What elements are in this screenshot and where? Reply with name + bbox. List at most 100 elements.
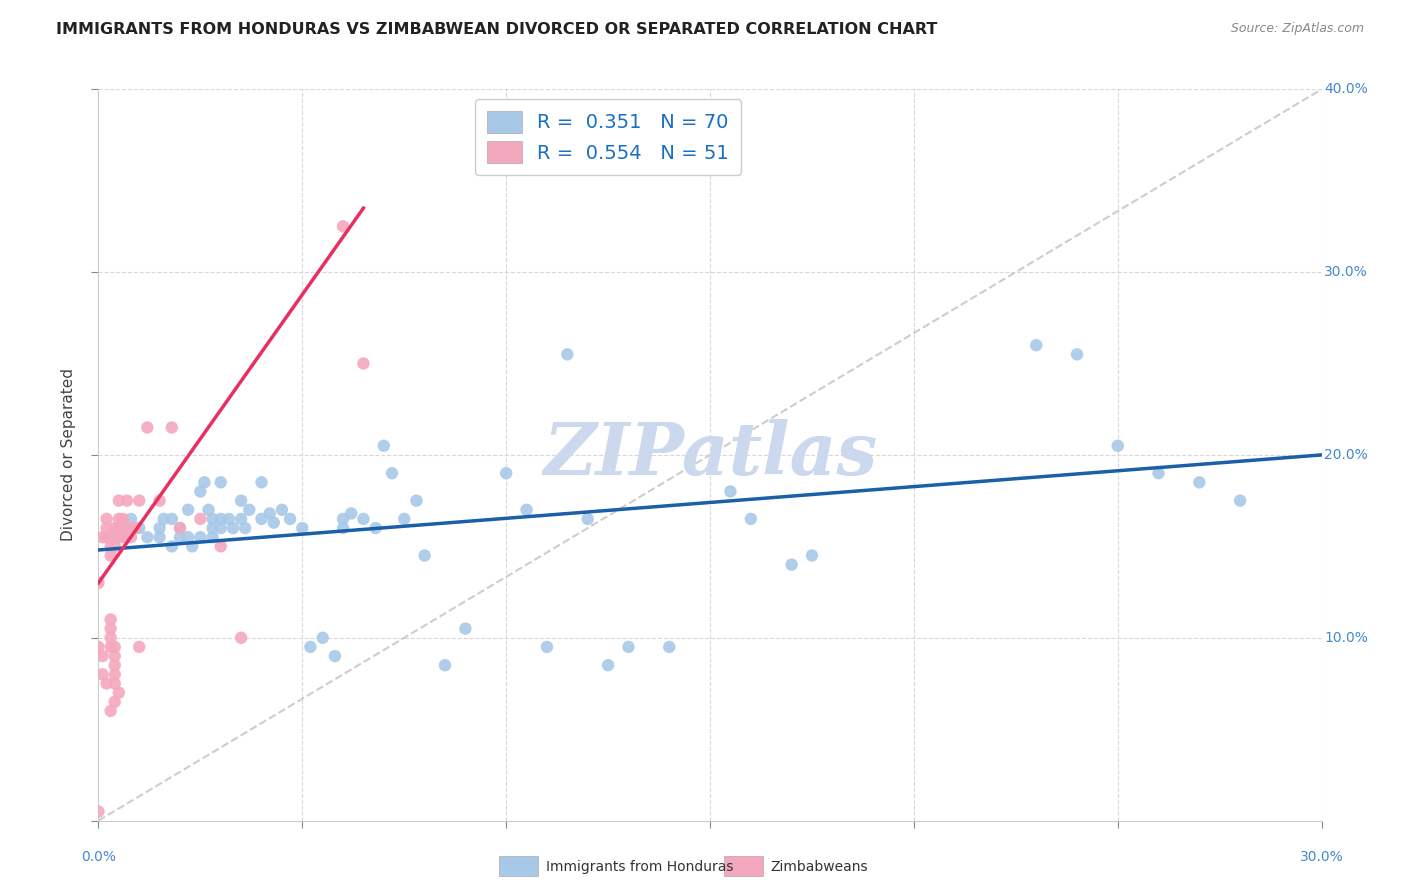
Point <box>120 530 142 544</box>
Point <box>233 521 256 535</box>
Point <box>454 622 477 636</box>
Point <box>1188 475 1211 490</box>
Point <box>201 512 224 526</box>
Point <box>231 493 253 508</box>
Point <box>104 649 127 664</box>
Legend: R =  0.351   N = 70, R =  0.554   N = 51: R = 0.351 N = 70, R = 0.554 N = 51 <box>475 99 741 175</box>
Point <box>100 704 122 718</box>
Point <box>576 512 599 526</box>
Point <box>104 658 127 673</box>
Point <box>100 613 122 627</box>
Point <box>115 521 138 535</box>
Point <box>536 640 558 654</box>
Point <box>209 539 232 553</box>
Point <box>352 512 374 526</box>
Point <box>104 640 127 654</box>
Point <box>87 640 110 654</box>
Text: 40.0%: 40.0% <box>1324 82 1368 96</box>
Point <box>555 347 579 361</box>
Point <box>434 658 457 673</box>
Point <box>96 512 118 526</box>
Text: 0.0%: 0.0% <box>82 850 115 863</box>
Point <box>250 512 273 526</box>
Point <box>87 576 110 591</box>
Point <box>1025 338 1047 352</box>
Point <box>96 521 118 535</box>
Point <box>111 512 134 526</box>
Point <box>104 667 127 681</box>
Point <box>128 640 150 654</box>
Point <box>104 676 127 690</box>
Point <box>108 530 131 544</box>
Y-axis label: Divorced or Separated: Divorced or Separated <box>60 368 76 541</box>
Point <box>177 502 200 516</box>
Point <box>340 507 363 521</box>
Point <box>169 521 191 535</box>
Point <box>218 512 240 526</box>
Point <box>128 521 150 535</box>
Point <box>181 539 204 553</box>
Point <box>259 507 281 521</box>
Point <box>598 658 620 673</box>
Point <box>108 493 131 508</box>
Text: Source: ZipAtlas.com: Source: ZipAtlas.com <box>1230 22 1364 36</box>
Point <box>373 439 395 453</box>
Point <box>193 475 215 490</box>
Point <box>124 521 146 535</box>
Point <box>231 512 253 526</box>
Text: Zimbabweans: Zimbabweans <box>770 860 868 874</box>
Point <box>1147 466 1170 480</box>
Point <box>100 530 122 544</box>
Point <box>1107 439 1129 453</box>
Point <box>108 512 131 526</box>
Point <box>231 631 253 645</box>
Point <box>188 512 212 526</box>
Point <box>1066 347 1088 361</box>
Point <box>323 649 346 664</box>
Point <box>104 530 127 544</box>
Point <box>405 493 427 508</box>
Point <box>201 530 224 544</box>
Point <box>197 502 219 516</box>
Point <box>108 685 131 699</box>
Point <box>96 676 118 690</box>
Text: 30.0%: 30.0% <box>1299 850 1344 863</box>
Point <box>364 521 387 535</box>
Point <box>177 530 200 544</box>
Point <box>91 530 114 544</box>
Point <box>104 521 127 535</box>
Point <box>100 549 122 563</box>
Point <box>115 493 138 508</box>
Point <box>160 539 183 553</box>
Point <box>278 512 301 526</box>
Point <box>136 530 159 544</box>
Point <box>100 539 122 553</box>
Point <box>270 502 294 516</box>
Point <box>617 640 640 654</box>
Point <box>209 521 232 535</box>
Point <box>495 466 517 480</box>
Point <box>149 493 172 508</box>
Point <box>91 649 114 664</box>
Point <box>96 530 118 544</box>
Point <box>169 530 191 544</box>
Point <box>169 521 191 535</box>
Point <box>381 466 404 480</box>
Point <box>87 805 110 819</box>
Point <box>209 475 232 490</box>
Point <box>312 631 335 645</box>
Text: Immigrants from Honduras: Immigrants from Honduras <box>546 860 733 874</box>
Point <box>718 484 742 499</box>
Point <box>91 667 114 681</box>
Point <box>160 420 183 434</box>
Point <box>160 512 183 526</box>
Point <box>332 512 354 526</box>
Point <box>104 539 127 553</box>
Point <box>780 558 803 572</box>
Point <box>740 512 762 526</box>
Point <box>149 530 172 544</box>
Point <box>136 420 159 434</box>
Point <box>801 549 824 563</box>
Point <box>352 356 374 371</box>
Point <box>263 516 285 530</box>
